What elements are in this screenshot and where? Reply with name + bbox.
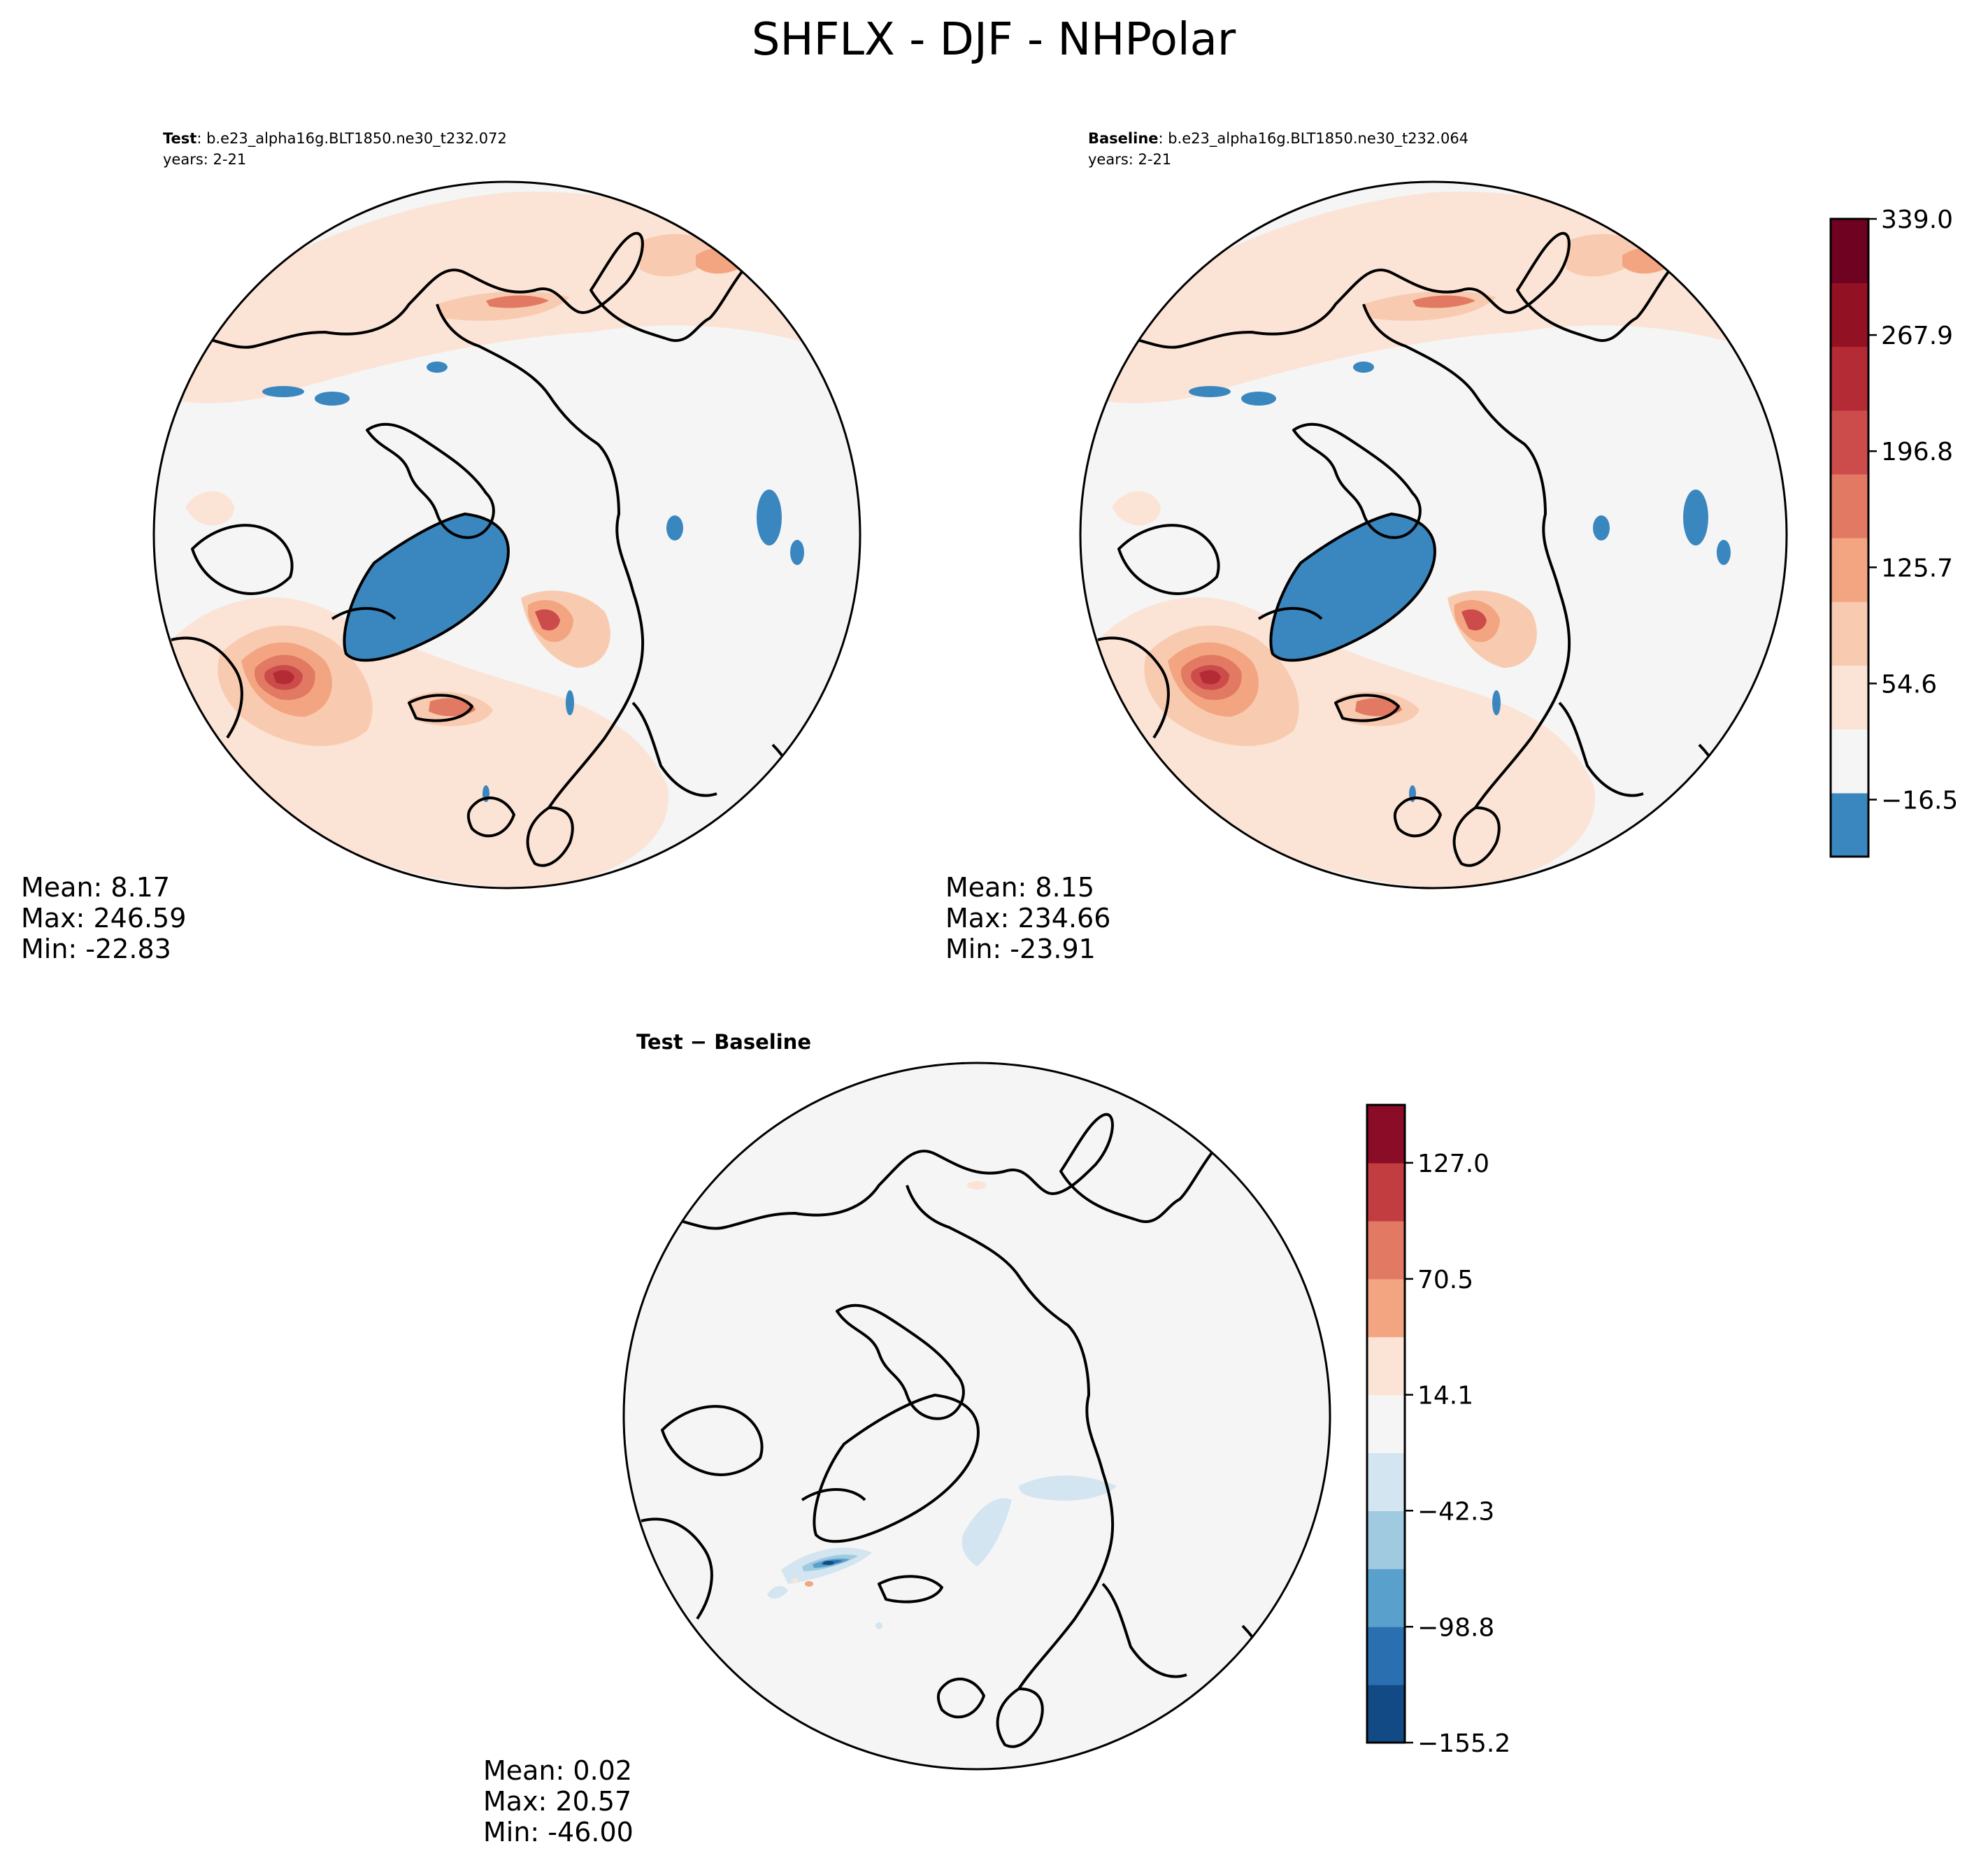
test-mean: Mean: 8.17 — [21, 872, 170, 903]
test-label: Test — [163, 130, 196, 147]
baseline-mean: Mean: 8.15 — [945, 872, 1094, 903]
colorbar-diff-tick-label: 70.5 — [1417, 1266, 1473, 1294]
diff-mean: Mean: 0.02 — [483, 1755, 632, 1786]
colorbar-main-tick-label: 125.7 — [1881, 554, 1953, 583]
colorbar-diff-swatch — [1367, 1510, 1405, 1569]
colorbar-main-swatch — [1831, 792, 1868, 857]
diff-min: Min: -46.00 — [483, 1817, 634, 1848]
test-years: years: 2-21 — [163, 151, 246, 168]
colorbar-main-swatch — [1831, 665, 1868, 730]
colorbar-diff-swatch — [1367, 1278, 1405, 1338]
colorbar-diff-swatch — [1367, 1569, 1405, 1627]
baseline-map-border — [1079, 180, 1788, 889]
colorbar-main-tick-label: 267.9 — [1881, 322, 1953, 350]
test-map — [154, 182, 860, 888]
colorbar-diff-tick-label: 14.1 — [1417, 1382, 1473, 1410]
colorbar-main-swatch — [1831, 538, 1868, 602]
colorbar-diff-swatch — [1367, 1394, 1405, 1454]
colorbar-main-tick-label: 196.8 — [1881, 438, 1953, 466]
figure-title: SHFLX - DJF - NHPolar — [752, 14, 1236, 66]
colorbar-diff: −155.2 −98.8 −42.3 14.1 70.5 127.0 — [1366, 1103, 1510, 1758]
diff-map — [624, 1063, 1330, 1769]
test-min: Min: -22.83 — [21, 934, 171, 964]
baseline-label: Baseline — [1088, 130, 1159, 147]
diff-max: Max: 20.57 — [483, 1786, 631, 1817]
baseline-case: : b.e23_alpha16g.BLT1850.ne30_t232.064 — [1159, 130, 1469, 148]
baseline-header: Baseline: b.e23_alpha16g.BLT1850.ne30_t2… — [1088, 130, 1468, 148]
test-map-border — [152, 180, 861, 889]
colorbar-diff-tick-label: −42.3 — [1417, 1497, 1494, 1526]
colorbar-diff-swatch — [1367, 1685, 1405, 1743]
test-case: : b.e23_alpha16g.BLT1850.ne30_t232.072 — [196, 130, 507, 148]
colorbar-diff-frame — [1366, 1103, 1406, 1744]
colorbar-main-tick-label: 54.6 — [1881, 670, 1937, 699]
colorbar-diff-swatch — [1367, 1220, 1405, 1280]
colorbar-main-tick-label: −16.5 — [1881, 786, 1958, 815]
panel-diff: Test − Baseline Mean: 0.02 Max: 2 — [483, 1030, 1331, 1848]
colorbar-main-tick-label: 339.0 — [1881, 206, 1953, 234]
panel-baseline: Baseline: b.e23_alpha16g.BLT1850.ne30_t2… — [945, 130, 1788, 964]
colorbar-main-swatch — [1831, 729, 1868, 794]
colorbar-main-swatch — [1831, 346, 1868, 411]
colorbar-diff-swatch — [1367, 1336, 1405, 1396]
colorbar-main-swatch — [1831, 219, 1868, 283]
colorbar-diff-tick-label: −155.2 — [1417, 1729, 1510, 1758]
baseline-min: Min: -23.91 — [945, 934, 1096, 964]
colorbar-main-frame — [1829, 217, 1870, 858]
colorbar-main-swatch — [1831, 283, 1868, 347]
panel-test: Test: b.e23_alpha16g.BLT1850.ne30_t232.0… — [21, 130, 861, 964]
colorbar-diff-swatch — [1367, 1452, 1405, 1511]
baseline-max: Max: 234.66 — [945, 903, 1110, 934]
colorbar-main-swatch — [1831, 601, 1868, 666]
colorbar-diff-swatch — [1367, 1627, 1405, 1685]
colorbar-diff-swatch — [1367, 1162, 1405, 1222]
test-header: Test: b.e23_alpha16g.BLT1850.ne30_t232.0… — [163, 130, 507, 148]
colorbar-diff-tick-label: 127.0 — [1417, 1150, 1489, 1178]
diff-title: Test − Baseline — [636, 1030, 811, 1054]
colorbar-main-swatch — [1831, 410, 1868, 475]
colorbar-main-swatch — [1831, 473, 1868, 538]
colorbar-diff-swatch — [1367, 1105, 1405, 1164]
diff-map-border — [622, 1062, 1331, 1771]
baseline-map — [1080, 182, 1787, 888]
colorbar-diff-tick-label: −98.8 — [1417, 1613, 1494, 1642]
test-max: Max: 246.59 — [21, 903, 186, 934]
baseline-years: years: 2-21 — [1088, 151, 1171, 168]
colorbar-main: −16.5 54.6 125.7 196.8 267.9 339.0 — [1829, 206, 1958, 858]
